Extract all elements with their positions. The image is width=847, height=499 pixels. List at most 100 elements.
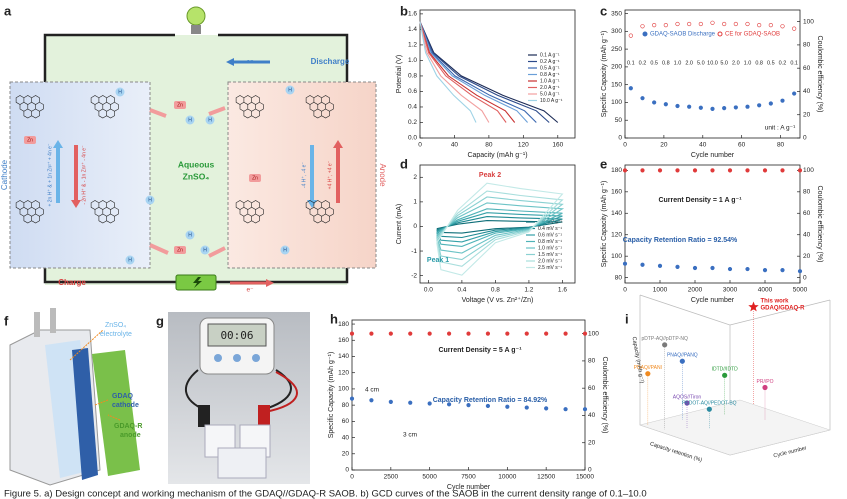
data-point xyxy=(675,168,680,173)
data-point xyxy=(687,104,692,109)
electrolyte-label: Aqueous xyxy=(178,159,215,169)
data-point xyxy=(792,91,797,96)
x-tick-label: 60 xyxy=(738,142,746,149)
y2-axis-label: Coulombic efficiency (%) xyxy=(816,186,823,263)
y2-axis-label: Coulombic efficiency (%) xyxy=(816,36,823,113)
series-line xyxy=(436,212,563,243)
y-tick-label: 60 xyxy=(342,418,350,425)
data-point xyxy=(652,23,657,28)
y2-tick-label: 80 xyxy=(803,42,811,49)
data-point xyxy=(349,396,355,401)
data-point xyxy=(797,168,803,173)
caption: Figure 5. a) Design concept and working … xyxy=(4,489,647,499)
y2-tick-label: 40 xyxy=(803,88,811,95)
electrolyte-label: ZnSO₄ xyxy=(105,322,126,329)
data-point xyxy=(780,168,785,173)
data-point xyxy=(628,33,633,38)
data-point xyxy=(762,168,768,173)
data-point xyxy=(563,331,568,336)
y2-tick-label: 0 xyxy=(588,467,592,474)
rate-label: 5.0 xyxy=(720,60,728,66)
data-point xyxy=(657,168,663,173)
legend-label: 0.2 A g⁻¹ xyxy=(540,59,560,65)
z-axis-label: Capacity (mAh g⁻¹) xyxy=(630,336,644,384)
molecule xyxy=(235,95,264,119)
molecule xyxy=(235,200,264,224)
data-point xyxy=(745,21,750,27)
data-point xyxy=(710,168,715,173)
floor xyxy=(639,399,831,456)
arrow xyxy=(266,279,274,287)
y-tick-label: 0.4 xyxy=(408,104,417,111)
bulb-base xyxy=(191,25,201,34)
y-tick-label: 50 xyxy=(615,117,623,124)
zn-ion xyxy=(24,136,36,144)
legend-label: 2.5 mV s⁻¹ xyxy=(538,265,562,271)
molecule xyxy=(305,200,334,224)
legend-label: 5.0 A g⁻¹ xyxy=(540,91,560,97)
anode-label: anode xyxy=(120,432,141,439)
y-tick-label: 1.0 xyxy=(408,57,417,64)
data-point xyxy=(388,331,393,336)
data-point xyxy=(768,23,773,28)
anode-label: Anode xyxy=(378,163,387,187)
y2-tick-label: 60 xyxy=(803,210,811,217)
y2-tick-label: 0 xyxy=(803,274,807,281)
y2-tick-label: 100 xyxy=(588,330,599,337)
x-tick-label: 2500 xyxy=(384,474,399,481)
y-tick-label: 350 xyxy=(611,10,622,17)
button xyxy=(233,354,241,362)
x-tick-label: 160 xyxy=(552,142,563,149)
rate-label: 1.0 xyxy=(744,60,752,66)
electrolyte-label: ZnSO₄ xyxy=(183,171,210,181)
data-point xyxy=(745,266,750,272)
data-point xyxy=(692,265,698,271)
plot-frame xyxy=(624,164,801,284)
arrow xyxy=(307,200,317,208)
x-tick-label: 20 xyxy=(660,142,668,149)
data-point xyxy=(466,331,471,336)
x-axis-label: Capacity retention (%) xyxy=(649,441,703,464)
annotation: Current Density = 5 A g⁻¹ xyxy=(438,347,522,354)
data-point xyxy=(524,331,529,336)
legend-label: 1.0 mV s⁻¹ xyxy=(538,245,562,251)
rate-label: 0.5 xyxy=(767,60,775,66)
data-point xyxy=(640,24,645,29)
panel-label: d xyxy=(400,156,408,171)
y-tick-label: 150 xyxy=(611,81,622,88)
plot-frame xyxy=(624,9,801,139)
h-ion-label: H xyxy=(148,197,152,203)
rate-label: 0.8 xyxy=(662,60,670,66)
zn-ion-label: Zn xyxy=(27,137,33,143)
y-tick-label: 1.4 xyxy=(408,26,417,33)
x-tick-label: 80 xyxy=(777,142,785,149)
y-tick-label: 40 xyxy=(342,434,350,441)
panel-a-diagram xyxy=(9,6,377,291)
data-point xyxy=(544,406,549,411)
panel-label: c xyxy=(600,3,607,18)
y-tick-label: 80 xyxy=(342,402,350,409)
molecule xyxy=(305,95,334,119)
y-tick-label: 160 xyxy=(611,189,622,196)
y2-axis-label: Coulombic efficiency (%) xyxy=(601,357,608,434)
arrow xyxy=(71,200,81,208)
molecule xyxy=(15,95,44,119)
legend-swatch xyxy=(642,31,648,37)
reaction-label: +4 H⁺, +4 e⁻ xyxy=(327,160,333,189)
x-tick-label: 2000 xyxy=(688,287,703,294)
data-point xyxy=(710,265,715,271)
button xyxy=(252,354,260,362)
x-tick-label: 4000 xyxy=(758,287,773,294)
x-tick-label: 0.4 xyxy=(457,287,466,294)
annotation: Peak 2 xyxy=(479,172,501,179)
series-line xyxy=(419,21,507,123)
y2-tick-label: 100 xyxy=(803,18,814,25)
data-point xyxy=(780,24,785,29)
y2-tick-label: 20 xyxy=(803,111,811,118)
y-tick-label: 300 xyxy=(611,28,622,35)
y-axis-label: Specific Capacity (mAh g⁻¹) xyxy=(328,352,335,439)
reaction-label: - 2n H⁺ & - 1n Zn²⁺ - 4n e⁻ xyxy=(81,145,87,205)
data-point xyxy=(657,263,663,268)
y-tick-label: 250 xyxy=(611,46,622,53)
point-label: PNAQ//PANQ xyxy=(667,352,698,358)
